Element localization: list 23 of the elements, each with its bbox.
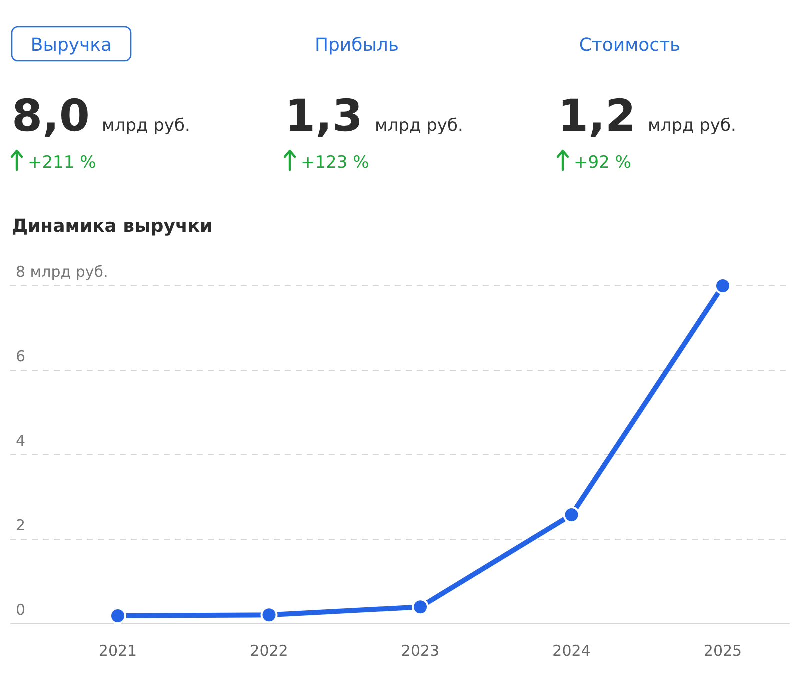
text: Выручка [30, 35, 112, 56]
y-tick-label: 6 [16, 348, 26, 366]
x-tick-label: 2024 [552, 642, 591, 660]
y-tick-label: 0 [16, 601, 26, 619]
text: Стоимость [579, 35, 681, 56]
x-tick-label: 2021 [98, 642, 138, 660]
text: 1,2 [558, 91, 636, 142]
text: 8,0 [12, 91, 90, 142]
y-tick-label: 4 [16, 432, 26, 450]
x-tick-label: 2022 [250, 642, 288, 660]
x-tick-label: 2023 [401, 642, 440, 660]
y-tick-label: 8 млрд руб. [16, 263, 108, 281]
chart-title: Динамика выручки [12, 216, 213, 237]
x-tick-label: 2025 [704, 642, 742, 660]
text: млрд руб. [102, 116, 190, 136]
text: млрд руб. [375, 116, 464, 136]
text: 1,3 [285, 91, 363, 142]
text: +92 % [574, 153, 632, 173]
y-tick-label: 2 [16, 516, 26, 534]
text: +123 % [301, 153, 370, 173]
text: млрд руб. [648, 116, 736, 136]
text: +211 % [28, 153, 96, 173]
text: Прибыль [314, 35, 400, 56]
